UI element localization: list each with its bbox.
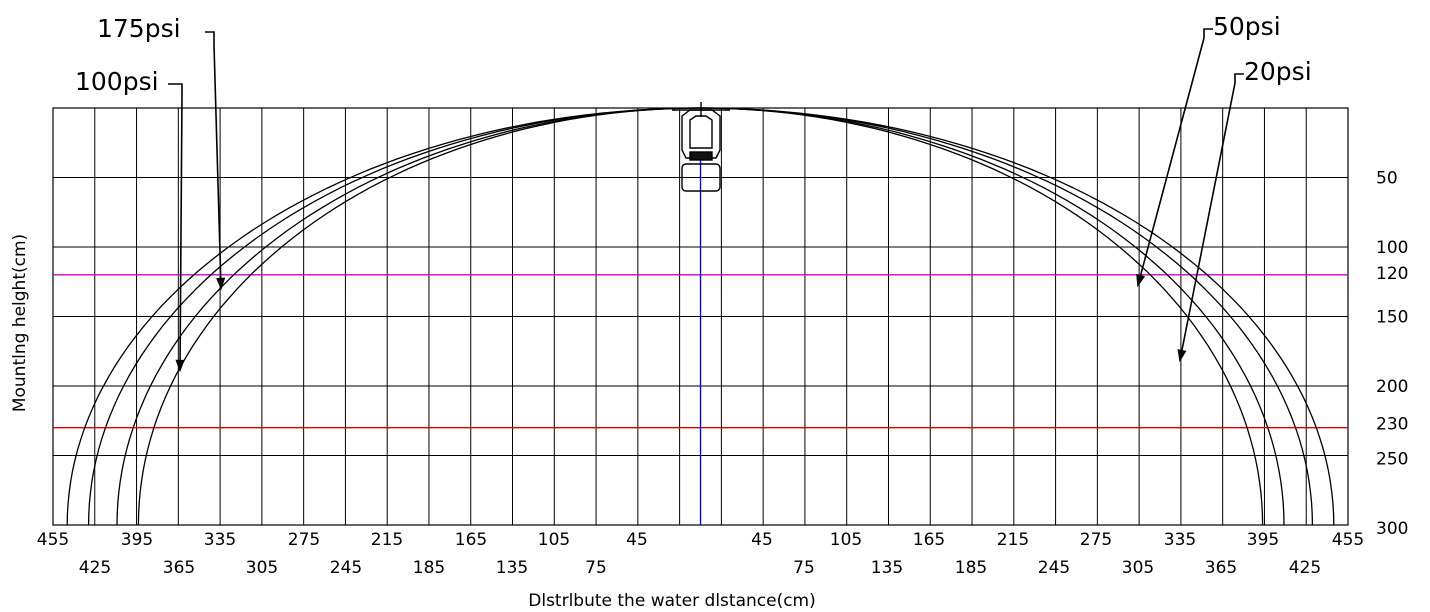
y-tick-label: 200 [1376, 377, 1408, 397]
arrowhead-175psi [216, 277, 226, 291]
y-tick-label: 100 [1376, 238, 1408, 258]
curve-label-20psi: 20psi [1244, 57, 1312, 86]
x-tick-label: 45 [751, 530, 773, 550]
x-tick-label: 335 [204, 530, 236, 550]
grid [52, 107, 1349, 526]
arrowhead-100psi [175, 359, 185, 373]
y-tick-label: 120 [1376, 264, 1408, 284]
x-tick-label: 135 [871, 558, 903, 578]
x-tick-labels: 455 395 335 275 215 165 105 45 45 105 165 215 275 335… [37, 530, 1364, 578]
x-tick-label: 75 [585, 558, 607, 578]
y-tick-label: 230 [1376, 415, 1408, 435]
x-tick-label: 275 [288, 530, 320, 550]
x-axis-label: Dlstrlbute the water dlstance(cm) [528, 591, 816, 611]
pointer-100psi [168, 83, 183, 371]
nozzle-icon [672, 102, 730, 192]
x-tick-label: 135 [496, 558, 528, 578]
x-tick-label: 245 [1038, 558, 1070, 578]
x-tick-label: 425 [1289, 558, 1321, 578]
pointer-50psi [1137, 28, 1213, 286]
curve-label-175psi: 175psi [97, 14, 181, 43]
y-axis-label: Mountlng helght(cm) [10, 234, 30, 412]
x-tick-label: 105 [538, 530, 570, 550]
x-tick-label: 245 [330, 558, 362, 578]
curve-label-50psi: 50psi [1213, 12, 1281, 41]
x-tick-label: 75 [793, 558, 815, 578]
y-tick-labels: 50 100 120 150 200 230 250 300 [1376, 169, 1408, 540]
x-tick-label: 215 [997, 530, 1029, 550]
x-tick-label: 455 [37, 530, 69, 550]
y-tick-label: 300 [1376, 519, 1408, 539]
y-tick-label: 250 [1376, 450, 1408, 470]
x-tick-label: 275 [1080, 530, 1112, 550]
y-tick-label: 50 [1376, 169, 1398, 189]
y-tick-label: 150 [1376, 308, 1408, 328]
x-tick-label: 185 [955, 558, 987, 578]
arrowhead-20psi [1177, 349, 1187, 363]
x-tick-label: 305 [246, 558, 278, 578]
x-tick-label: 105 [830, 530, 862, 550]
reference-lines [53, 160, 1348, 525]
pointer-175psi [205, 31, 222, 289]
label-pointers [168, 28, 1244, 373]
arrowhead-50psi [1136, 273, 1146, 288]
x-tick-label: 215 [371, 530, 403, 550]
x-tick-label: 395 [121, 530, 153, 550]
x-tick-label: 455 [1332, 530, 1364, 550]
x-tick-label: 335 [1164, 530, 1196, 550]
x-tick-label: 365 [1205, 558, 1237, 578]
x-tick-label: 305 [1122, 558, 1154, 578]
curve-labels: 175psi 100psi 50psi 20psi [75, 12, 1312, 96]
x-tick-label: 165 [913, 530, 945, 550]
x-tick-label: 165 [455, 530, 487, 550]
x-tick-label: 45 [626, 530, 648, 550]
curve-label-100psi: 100psi [75, 67, 159, 96]
pointer-20psi [1179, 73, 1244, 361]
x-tick-label: 395 [1247, 530, 1279, 550]
x-tick-label: 365 [163, 558, 195, 578]
x-tick-label: 185 [413, 558, 445, 578]
x-tick-label: 425 [79, 558, 111, 578]
